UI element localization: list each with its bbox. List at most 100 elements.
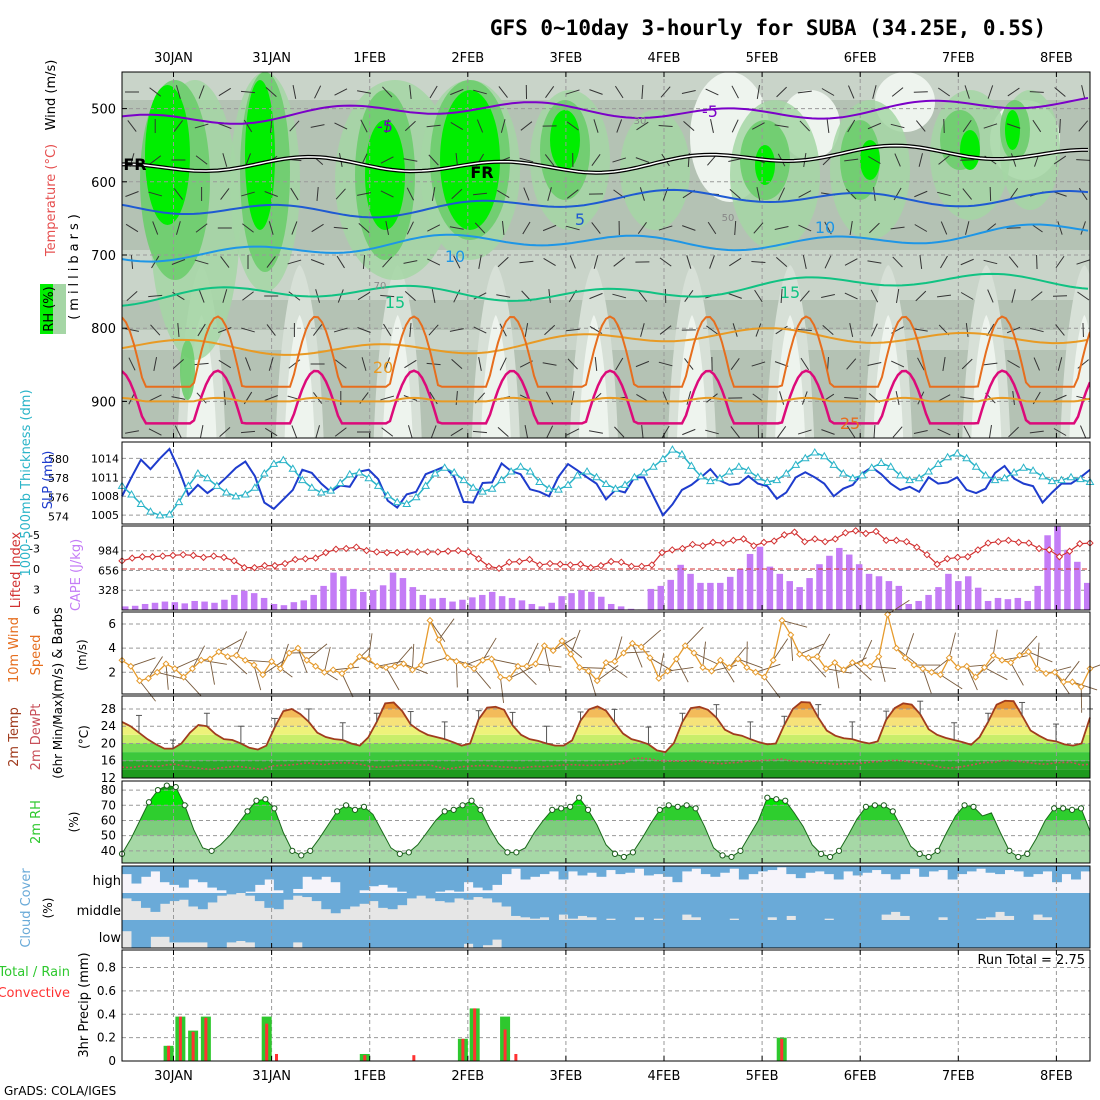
wind-barb: [565, 89, 580, 95]
wind-barb: [501, 220, 505, 236]
thickness-point: [212, 481, 222, 489]
cloud-high-bar: [169, 866, 180, 885]
cloud-high-bar: [530, 866, 540, 877]
cape-bar: [568, 593, 575, 610]
li-point: [199, 553, 208, 562]
wind-barb: [987, 289, 994, 303]
wind-barb: [253, 664, 262, 691]
rh-contour-label: 30: [634, 116, 647, 127]
cloud-low-bar: [1061, 920, 1072, 948]
thickness-point: [734, 462, 744, 470]
li-point: [974, 546, 982, 554]
date-tick-label-top: 7FEB: [942, 51, 975, 66]
precip-run-total: Run Total = 2.75: [977, 953, 1085, 968]
wind-barb: [682, 225, 696, 231]
rh-tick-label: 40: [101, 844, 116, 858]
rh-tick-label: 70: [101, 798, 116, 812]
thickness-point: [1028, 466, 1038, 474]
wind-barb: [453, 289, 461, 303]
wind-barb: [542, 224, 557, 232]
wind-speed-point: [532, 660, 540, 668]
cloud-middle-bar: [397, 893, 408, 906]
cloud-middle-bar: [966, 893, 977, 920]
wind-barb: [1009, 187, 1019, 201]
wind-speed-point: [857, 660, 865, 668]
cloud-high-bar: [321, 866, 332, 877]
cloud-cover-panel: high middle low Cloud Cover (%): [19, 865, 1091, 949]
li-point: [1045, 546, 1053, 554]
date-tick-label-bottom: 5FEB: [746, 1069, 779, 1084]
wind-barb: [220, 256, 230, 268]
cloud-low-bar: [330, 920, 341, 948]
li-point: [739, 535, 748, 543]
wind-barb: [591, 154, 601, 166]
cloud-high-bar: [131, 866, 142, 884]
li-point: [913, 543, 921, 551]
precip-convective-bar: [167, 1045, 171, 1061]
wind-barb: [816, 633, 831, 657]
wind-speed-point: [320, 668, 328, 676]
thickness-point: [449, 468, 459, 476]
wind-barb: [635, 360, 650, 368]
cloud-high-bar: [378, 866, 389, 885]
temp-axis-label: 2m Temp: [7, 707, 22, 767]
cloud-middle-bar: [653, 893, 664, 919]
cloud-high-bar: [425, 866, 436, 893]
thickness-point: [971, 462, 981, 470]
wind-barb: [1007, 360, 1020, 368]
wind-barb: [707, 221, 717, 235]
rh-extreme-point: [244, 808, 251, 815]
cloud-low-bar: [871, 920, 882, 948]
wind-barb: [478, 357, 482, 371]
wind-barb: [545, 86, 555, 98]
rh-extreme-point: [880, 802, 887, 809]
cloud-high-bar: [890, 866, 901, 880]
wind-barb: [948, 632, 956, 658]
cloud-middle-bar: [1004, 893, 1015, 916]
panel-frame: [121, 865, 1091, 949]
cloud-high-bar: [406, 866, 417, 893]
li-point: [332, 545, 340, 553]
wind-barb: [591, 222, 601, 234]
wind-barb: [870, 289, 879, 303]
cloud-high-bar: [1004, 866, 1015, 871]
cloud-low-bar: [985, 920, 996, 948]
cape-bar: [806, 578, 813, 610]
precip-convective-bar: [412, 1055, 416, 1061]
cloud-high-bar: [653, 866, 664, 875]
precip-tick-label: 0.2: [97, 1031, 116, 1045]
cloud-low-bar: [1014, 920, 1024, 948]
cape-bar: [865, 573, 873, 610]
wind-barb: [728, 158, 743, 162]
wind-barb: [612, 157, 627, 163]
wind-barb: [264, 191, 278, 197]
wind-barb: [270, 118, 273, 134]
wind-barb: [315, 425, 321, 438]
cloud-low-bar: [273, 920, 284, 948]
li-point: [1076, 540, 1084, 548]
li-point: [800, 537, 809, 546]
wind-speed-point: [945, 654, 953, 662]
cloud-middle-bar: [406, 893, 417, 899]
cloud-low-bar: [292, 920, 303, 943]
cloud-low-bar: [852, 920, 863, 948]
wind-speed-point: [373, 662, 381, 670]
cape-bar: [330, 572, 337, 610]
thickness-point: [316, 488, 326, 496]
wind-barb: [473, 292, 487, 300]
thickness-point: [335, 478, 345, 486]
wind-barb: [683, 121, 695, 131]
cloud-middle-bar: [700, 893, 711, 920]
cloud-low-bar: [957, 920, 968, 948]
wind-barb: [960, 396, 975, 400]
cloud-high-bar: [833, 866, 844, 880]
wind-barb: [279, 643, 289, 669]
isotherm-20c-lower-line: [122, 396, 1090, 403]
cloud-low-bar: [520, 920, 531, 948]
cape-bar: [756, 546, 764, 610]
cape-bar: [171, 602, 179, 610]
cape-bar: [945, 573, 952, 610]
rh-extreme-point: [1006, 847, 1013, 854]
wind-barb: [1029, 91, 1044, 93]
li-point: [383, 548, 391, 557]
